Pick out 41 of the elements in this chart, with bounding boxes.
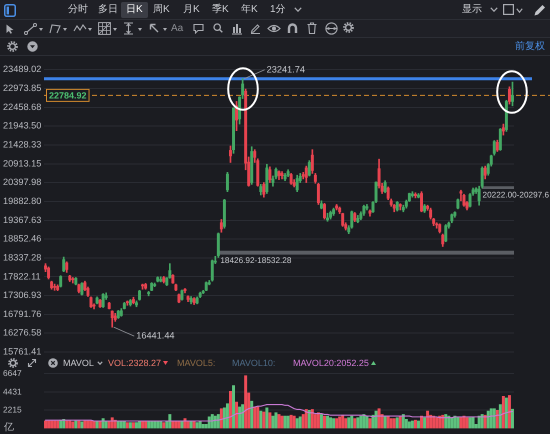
y-tick-label: 22458.68	[3, 102, 42, 112]
text: 前复权	[515, 41, 545, 52]
y-tick-label: 15761.41	[3, 346, 42, 357]
text: VOL:2328.27	[108, 358, 162, 368]
y-tick-label: 21943.50	[3, 120, 42, 131]
y-tick-label: 6647	[3, 368, 22, 378]
y-tick-label: 17822.11	[3, 271, 41, 282]
text: MAVOL5:	[177, 358, 216, 368]
y-tick-label: 20913.15	[3, 158, 42, 168]
annotation: 16441.44	[136, 330, 175, 341]
text: 多日	[98, 4, 118, 15]
y-tick-label: 16791.76	[3, 308, 42, 319]
y-tick-label: 17306.93	[3, 290, 42, 300]
y-tick-label: 23489.02	[3, 64, 42, 74]
text: Aa	[171, 23, 184, 34]
band-label: 18426.92-18532.28	[220, 256, 292, 265]
text: 周K	[153, 4, 170, 15]
y-tick-label: 21428.33	[3, 140, 42, 150]
text: MAVOL10:	[232, 358, 276, 368]
y-tick-label: 19882.80	[3, 196, 42, 206]
y-tick-label: 18337.28	[3, 252, 42, 262]
band-label: 20222.00-20297.6	[482, 190, 550, 200]
text: 季K	[212, 4, 229, 15]
text: 日K	[121, 2, 148, 18]
y-tick-label: 18852.46	[3, 234, 42, 244]
y-tick-label: 4431	[3, 386, 22, 396]
y-tick-label: 2215	[3, 404, 22, 414]
y-tick-label: 16276.58	[3, 328, 42, 338]
text: 年K	[241, 4, 258, 15]
y-axis-title: 亿	[3, 422, 14, 434]
text: 分时	[68, 4, 88, 15]
y-tick-label: 20397.98	[3, 177, 42, 188]
ref-line-label: 22784.92	[49, 90, 87, 100]
text: 显示	[462, 4, 482, 15]
text: MAVOL20:2052.25	[293, 358, 369, 368]
text: 月K	[183, 4, 200, 15]
annotation: 23241.74	[266, 64, 305, 74]
text: 1分	[270, 4, 286, 15]
text: MAVOL	[63, 358, 94, 368]
y-tick-label: 19367.63	[3, 214, 42, 225]
y-tick-label: 22973.85	[3, 83, 42, 94]
